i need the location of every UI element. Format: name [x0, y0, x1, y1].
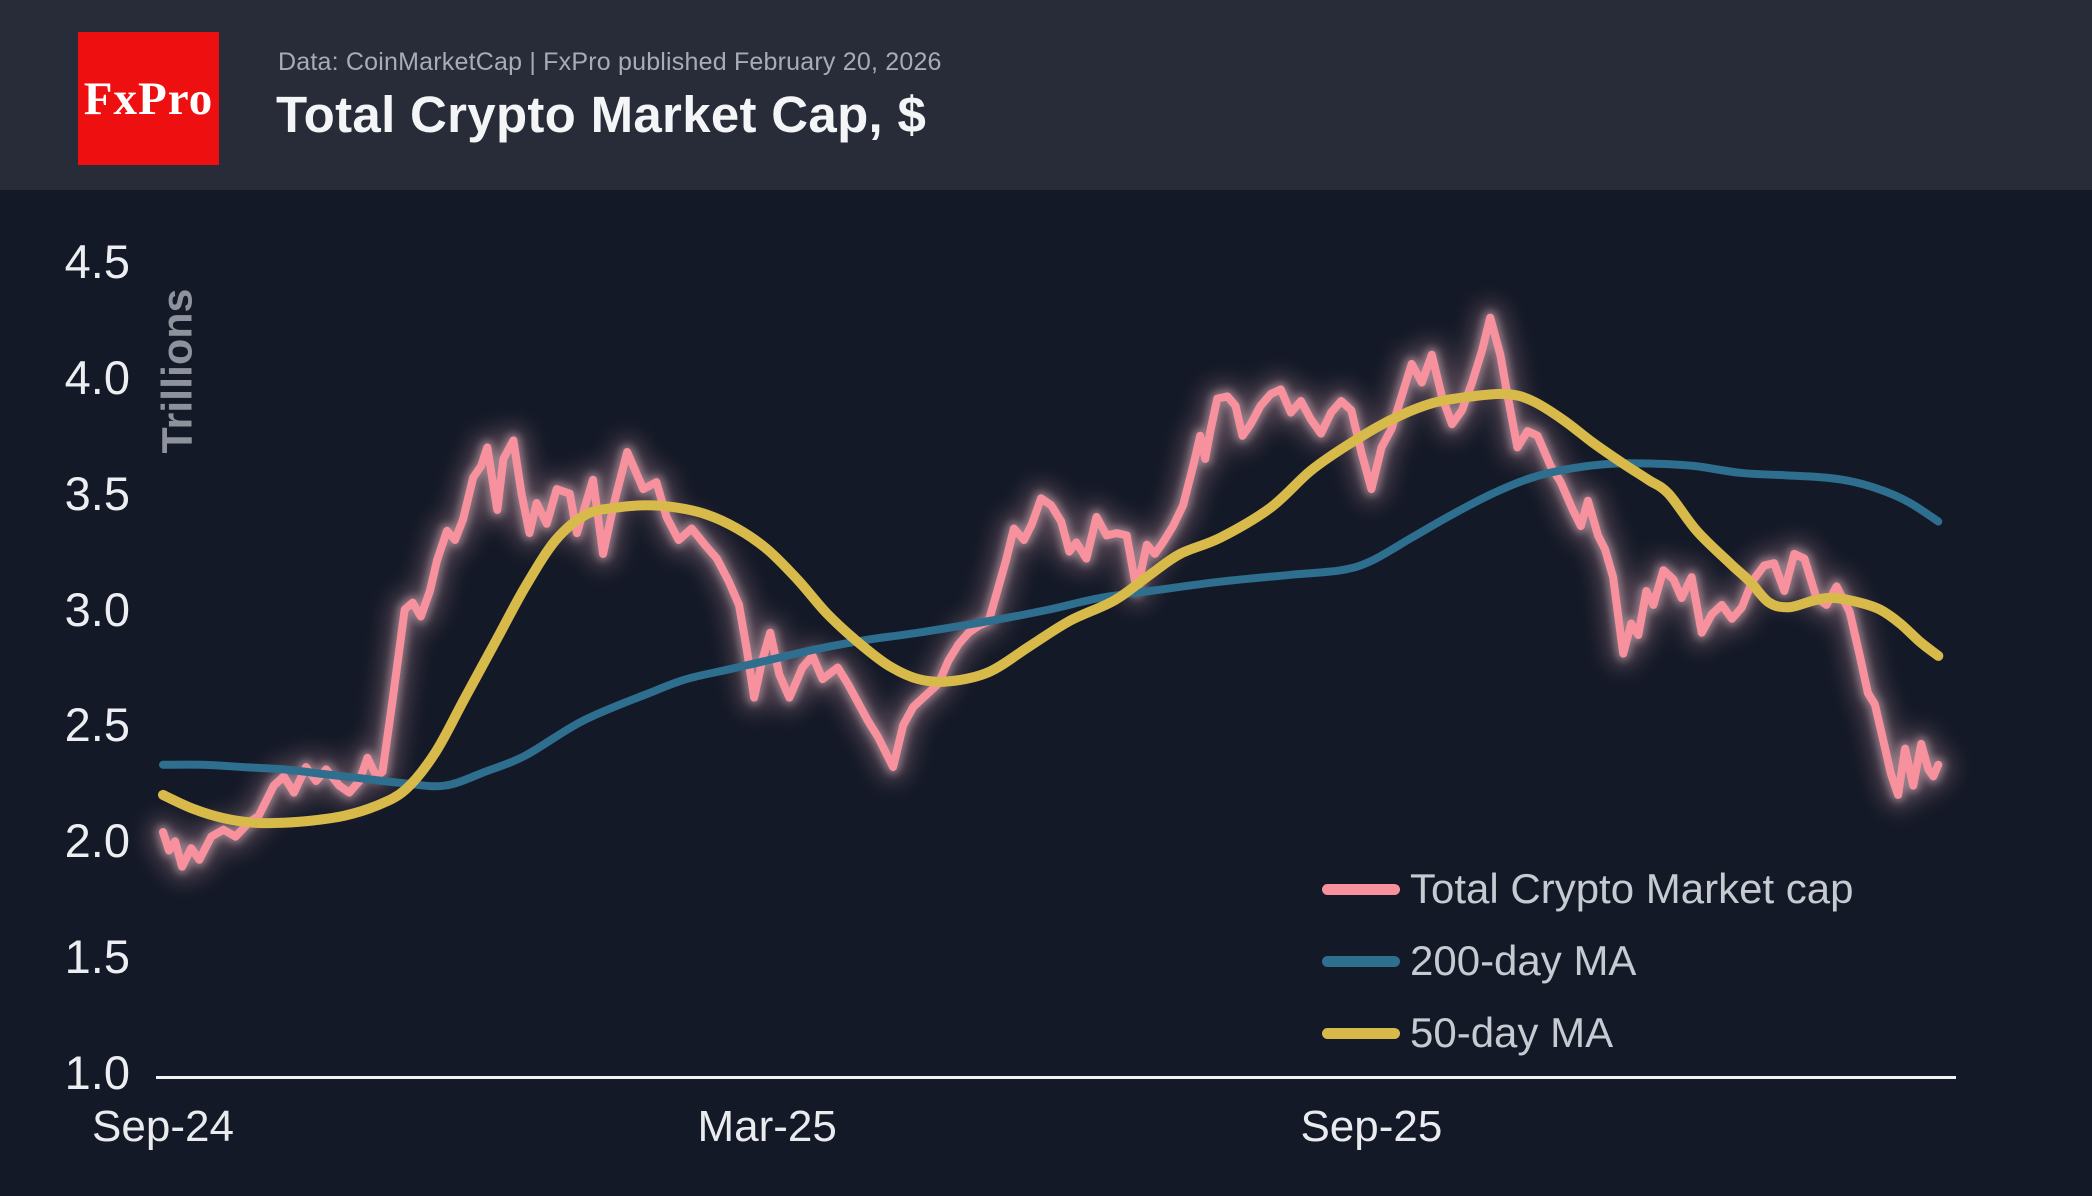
chart-source-caption: Data: CoinMarketCap | FxPro published Fe… [278, 48, 942, 76]
legend-item: Total Crypto Market cap [1322, 866, 1854, 912]
series-200-day-ma [159, 459, 1943, 791]
y-axis-tick-label: 3.5 [64, 466, 130, 520]
legend-swatch-200-day-ma [1322, 955, 1400, 967]
y-axis-tick-label: 4.5 [64, 235, 130, 288]
series-50-day-ma [158, 388, 1944, 829]
legend-swatch-total-crypto-market-cap [1322, 883, 1400, 895]
page-title: Total Crypto Market Cap, $ [276, 86, 927, 143]
legend-item: 50-day MA [1322, 1010, 1854, 1056]
y-axis-title: Trillions [153, 288, 202, 454]
legend-swatch-50-day-ma [1322, 1027, 1400, 1039]
header-bar: FxPro Data: CoinMarketCap | FxPro publis… [0, 0, 2092, 190]
y-axis-tick-label: 3.0 [64, 582, 130, 636]
y-axis-tick-label: 1.0 [64, 1045, 130, 1099]
fxpro-logo-text: FxPro [83, 72, 214, 125]
y-axis-tick-label: 2.5 [64, 698, 130, 752]
y-axis-tick-label: 4.0 [64, 350, 130, 404]
x-axis-line [156, 1076, 1956, 1079]
x-axis-tick-label: Sep-25 [1300, 1102, 1443, 1151]
series-total-crypto-market-cap [148, 302, 1954, 882]
y-axis-tick-label: 2.0 [64, 814, 130, 868]
legend-item: 200-day MA [1322, 938, 1854, 984]
y-axis-tick-label: 1.5 [64, 930, 130, 984]
fxpro-logo: FxPro [78, 32, 219, 165]
legend-label: 200-day MA [1410, 937, 1637, 984]
x-axis-tick-label: Sep-24 [92, 1102, 234, 1151]
x-axis-tick-label: Mar-25 [697, 1102, 837, 1151]
legend: Total Crypto Market cap 200-day MA 50-day … [1322, 866, 1854, 1082]
legend-label: Total Crypto Market cap [1410, 865, 1854, 912]
legend-label: 50-day MA [1410, 1009, 1614, 1056]
